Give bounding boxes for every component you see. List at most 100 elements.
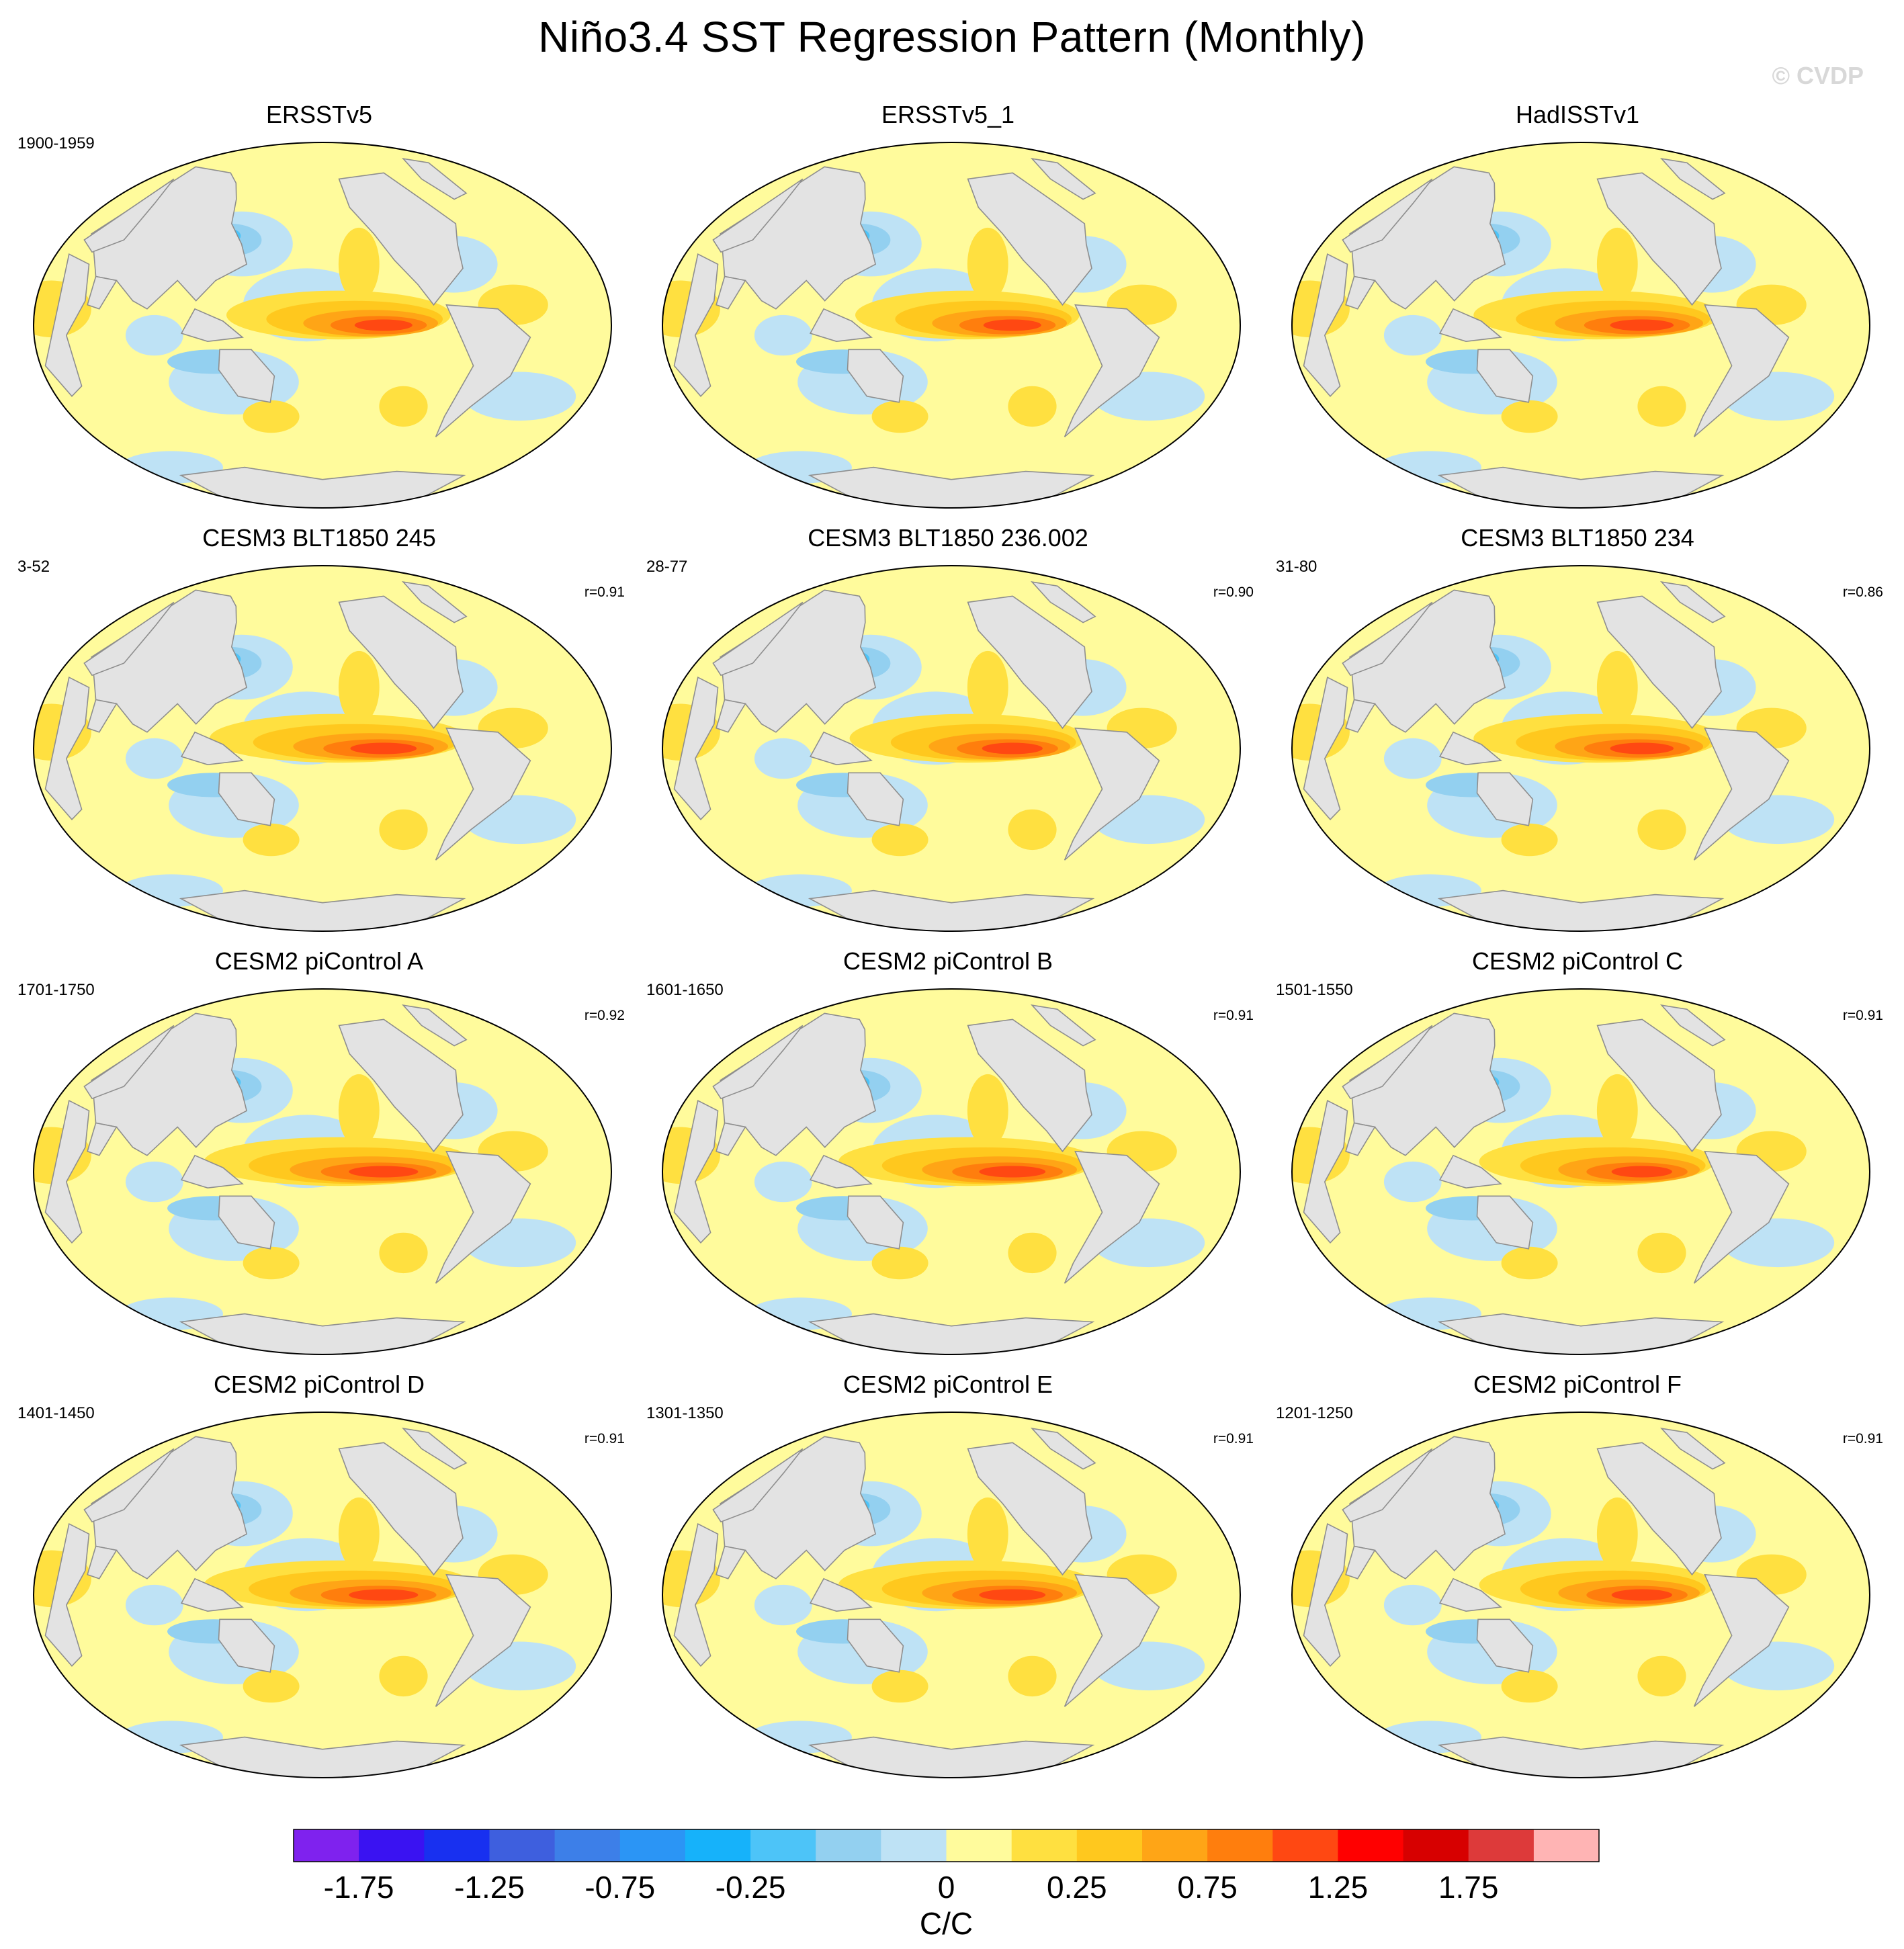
- north-america-landmass: [967, 595, 1092, 730]
- india-landmass: [87, 699, 118, 733]
- australia-landmass: [847, 772, 904, 826]
- south-america-landmass: [1693, 1573, 1790, 1707]
- colorbar-swatch: [816, 1829, 881, 1862]
- colorbar-swatch: [1403, 1829, 1469, 1862]
- europe-landmass: [83, 178, 175, 253]
- africa-landmass: [1303, 677, 1348, 820]
- panel-title: CESM3 BLT1850 234: [1461, 524, 1694, 552]
- west-pacific-neg: [754, 1584, 812, 1626]
- asia-landmass: [91, 166, 248, 310]
- robinson-map: [662, 565, 1241, 932]
- eq-pacific-5: [1611, 1589, 1672, 1601]
- robinson-map: [662, 1412, 1241, 1778]
- asia-landmass: [720, 1436, 877, 1579]
- africa-landmass: [673, 1523, 719, 1667]
- ne-pacific-pos: [338, 1074, 380, 1147]
- robinson-map: [1291, 1412, 1870, 1778]
- map-panel: CESM2 piControl A 1701-1750 r=0.92: [13, 947, 625, 1371]
- ne-pacific-pos: [967, 227, 1008, 301]
- asia-landmass: [1349, 1436, 1506, 1579]
- europe-landmass: [1342, 178, 1433, 253]
- panel-title: ERSSTv5: [265, 101, 373, 128]
- west-pacific-neg: [754, 314, 812, 356]
- eq-pacific-5: [979, 1589, 1046, 1601]
- s-pacific-east-pos: [1008, 1655, 1057, 1697]
- north-america-landmass: [967, 1019, 1092, 1153]
- s-pacific-east-pos: [379, 809, 428, 851]
- africa-landmass: [673, 253, 719, 397]
- maritime-landmass: [180, 1154, 244, 1189]
- maritime-landmass: [1438, 1577, 1502, 1612]
- s-pacific-pos: [871, 823, 928, 857]
- eq-pacific-5: [350, 742, 417, 754]
- colorbar-frame: [293, 1829, 1600, 1862]
- europe-landmass: [712, 601, 804, 677]
- robinson-map: [1291, 565, 1870, 932]
- map-panel: CESM2 piControl E 1301-1350 r=0.91: [642, 1371, 1254, 1794]
- maritime-landmass: [1438, 1154, 1502, 1189]
- eq-pacific-5: [354, 319, 413, 331]
- eq-pacific-5: [349, 1166, 419, 1178]
- eq-pacific-5: [982, 742, 1043, 754]
- colorbar-swatch: [489, 1829, 556, 1862]
- colorbar-swatch: [881, 1829, 947, 1862]
- west-pacific-neg: [125, 1161, 183, 1203]
- africa-landmass: [673, 1100, 719, 1244]
- greenland-landmass: [1659, 1428, 1726, 1470]
- maritime-landmass: [809, 308, 873, 343]
- panel-period-label: 1501-1550: [1276, 981, 1353, 999]
- australia-landmass: [218, 349, 275, 403]
- s-pacific-east-pos: [379, 1655, 428, 1697]
- africa-landmass: [1303, 1523, 1348, 1667]
- sst-field: [1292, 566, 1870, 931]
- asia-landmass: [720, 166, 877, 310]
- europe-landmass: [712, 178, 804, 253]
- asia-landmass: [720, 589, 877, 733]
- map-panel: CESM3 BLT1850 245 3-52 r=0.91: [13, 524, 625, 947]
- panel-title: CESM2 piControl E: [842, 1371, 1053, 1398]
- greenland-landmass: [1659, 581, 1726, 623]
- robinson-map: [1291, 988, 1870, 1355]
- west-pacific-neg: [1383, 738, 1442, 779]
- asia-landmass: [1349, 589, 1506, 733]
- asia-landmass: [1349, 166, 1506, 310]
- panel-title: CESM2 piControl C: [1471, 947, 1684, 975]
- europe-landmass: [1342, 1448, 1433, 1523]
- sst-field: [662, 566, 1240, 931]
- figure-title: Niño3.4 SST Regression Pattern (Monthly): [538, 13, 1366, 61]
- s-pacific-east-pos: [379, 386, 428, 427]
- maritime-landmass: [809, 731, 873, 766]
- map-panel: HadISSTv1: [1272, 101, 1883, 524]
- greenland-landmass: [1030, 1004, 1096, 1047]
- antarctica-landmass: [179, 890, 466, 931]
- map-border: [1291, 988, 1870, 1355]
- map-border: [33, 988, 612, 1355]
- europe-landmass: [1342, 1025, 1433, 1100]
- colorbar-tick-label: 1.75: [1438, 1870, 1499, 1905]
- colorbar-swatch: [359, 1829, 425, 1862]
- europe-landmass: [712, 1025, 804, 1100]
- antarctica-landmass: [1437, 890, 1725, 931]
- eq-pacific-5: [979, 1166, 1046, 1178]
- sst-field: [1292, 142, 1870, 508]
- colorbar-swatch: [1272, 1829, 1338, 1862]
- south-america-landmass: [1693, 1150, 1790, 1284]
- ne-pacific-pos: [1596, 1074, 1638, 1147]
- panel-title: HadISSTv1: [1515, 101, 1640, 128]
- europe-landmass: [83, 1025, 175, 1100]
- map-border: [662, 1412, 1241, 1778]
- maritime-landmass: [180, 731, 244, 766]
- europe-landmass: [1342, 601, 1433, 677]
- s-pacific-east-pos: [1637, 1655, 1686, 1697]
- colorbar-swatch: [1076, 1829, 1143, 1862]
- india-landmass: [716, 1545, 746, 1579]
- map-panel: CESM3 BLT1850 234 31-80 r=0.86: [1272, 524, 1883, 947]
- colorbar-tick-label: 1.25: [1308, 1870, 1369, 1905]
- greenland-landmass: [401, 581, 468, 623]
- africa-landmass: [1303, 1100, 1348, 1244]
- panel-period-label: 1601-1650: [646, 981, 724, 999]
- s-pacific-pos: [871, 400, 928, 433]
- australia-landmass: [1476, 1195, 1534, 1250]
- west-pacific-neg: [125, 314, 183, 356]
- west-pacific-neg: [754, 1161, 812, 1203]
